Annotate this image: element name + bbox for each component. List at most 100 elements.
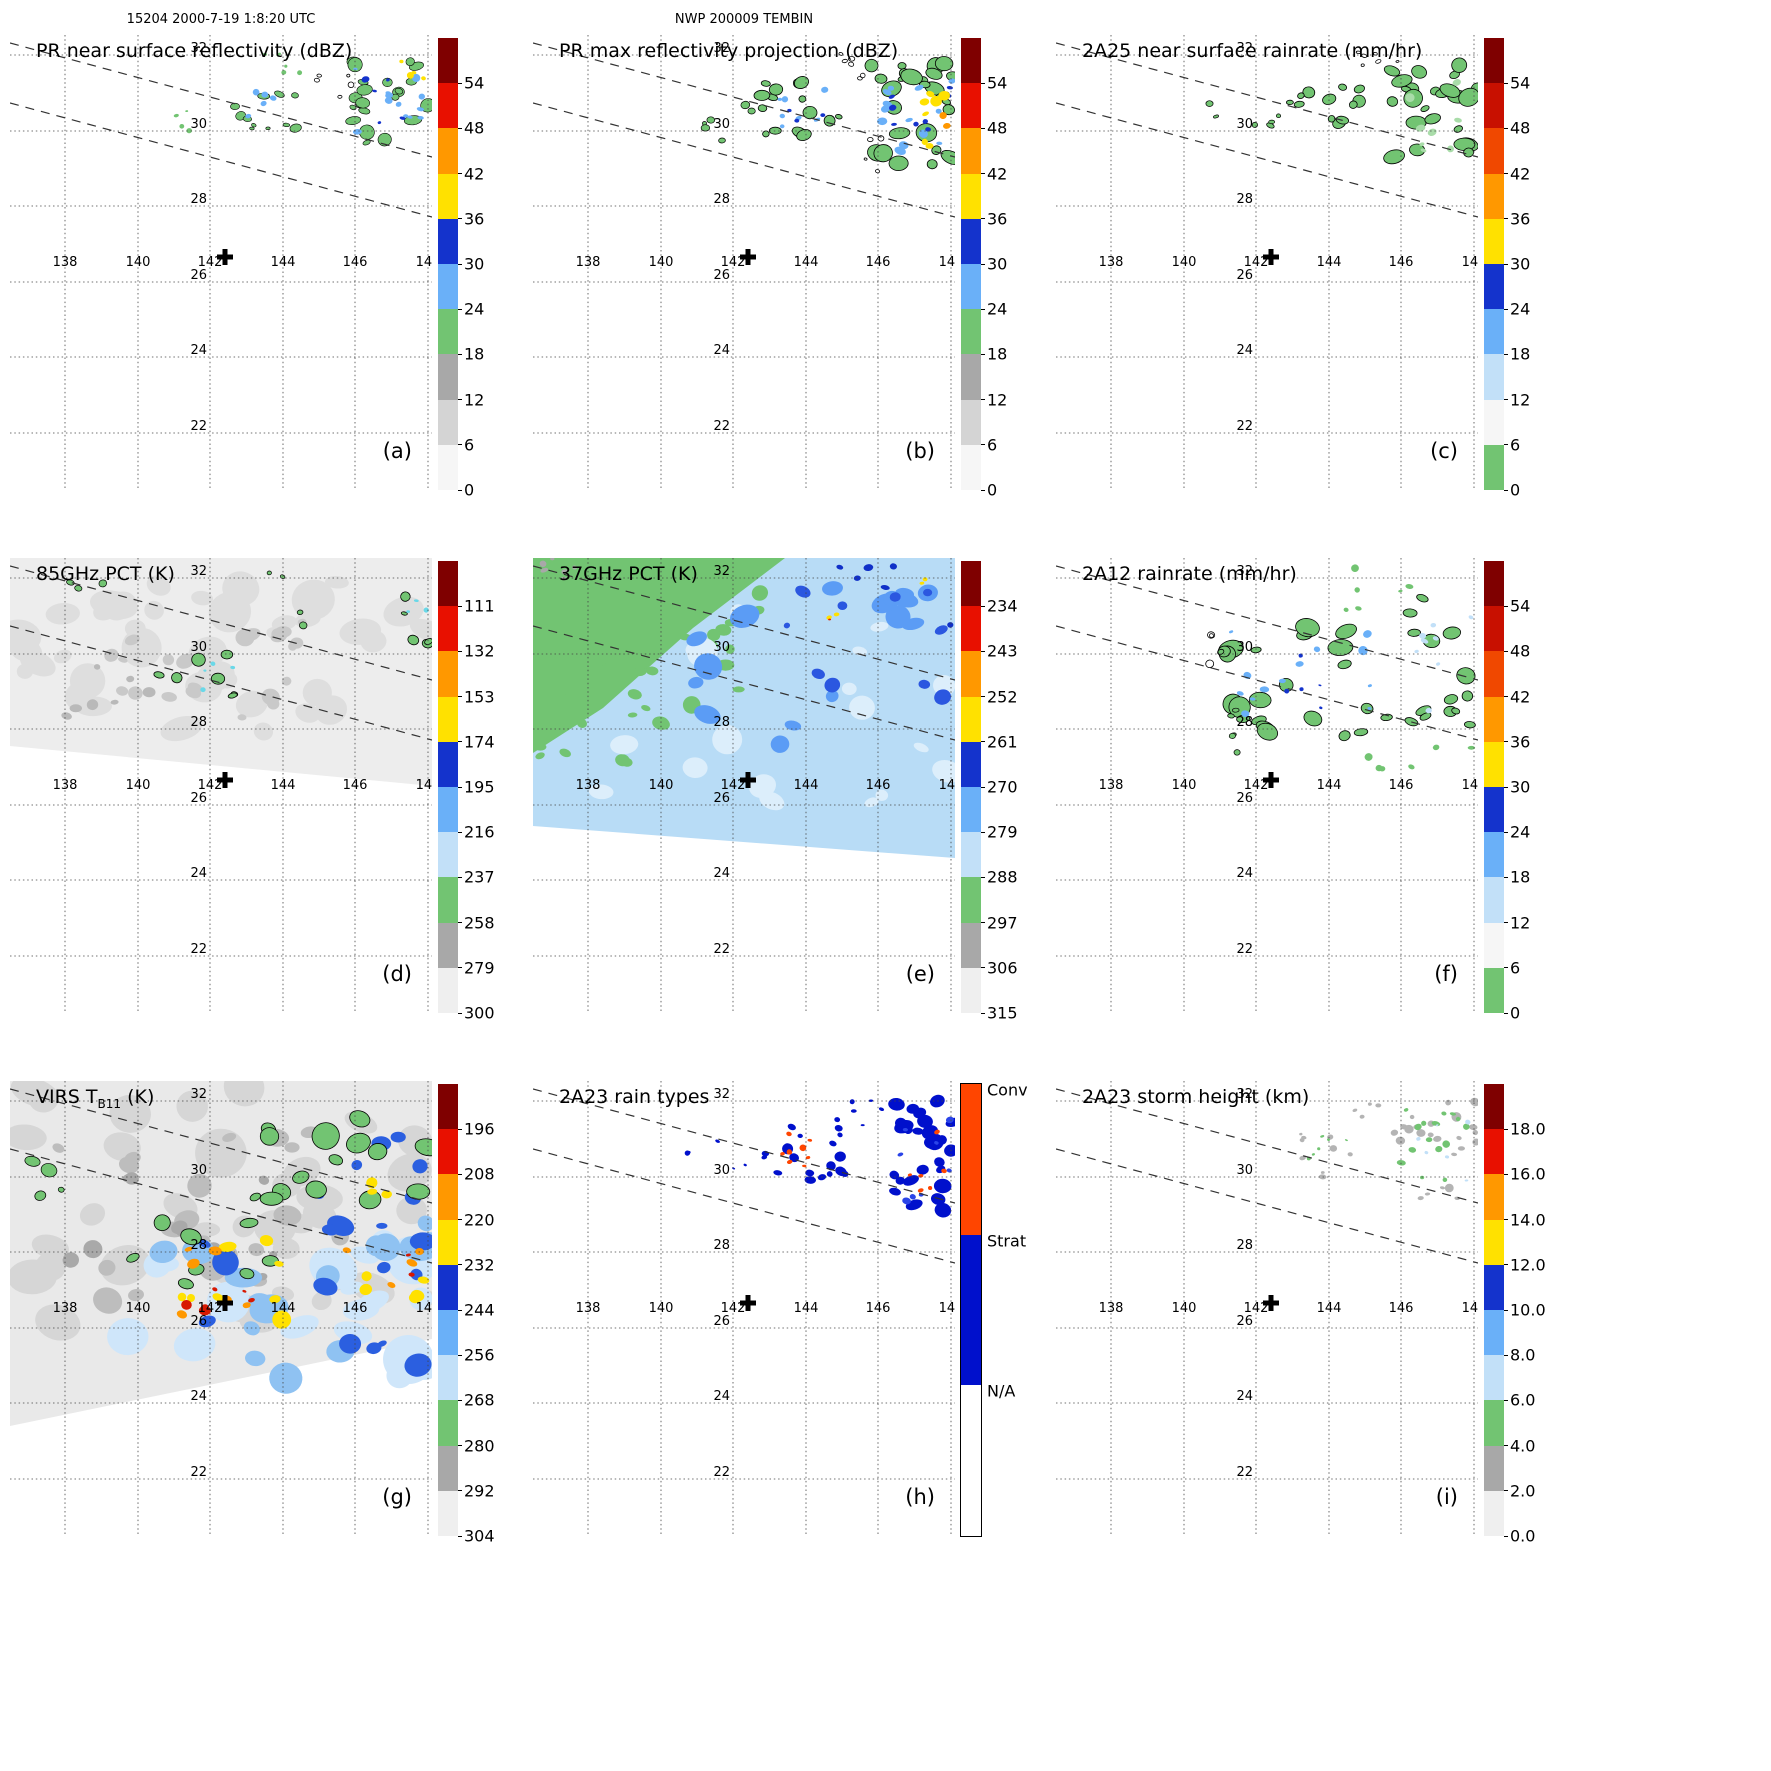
colorbar-segment — [1484, 1129, 1504, 1175]
colorbar-tick-labels: Conv Strat N/A — [987, 1081, 1057, 1536]
colorbar-tick-mark — [458, 1128, 462, 1130]
map-raster: 138 140 142 144 146 148 32 30 28 26 24 22 — [1056, 558, 1478, 1013]
colorbar-tick-label: 8.0 — [1510, 1345, 1536, 1365]
colorbar-segment — [1484, 83, 1504, 129]
colorbar-tick-mark — [1504, 1445, 1508, 1447]
colorbar-tick-label: 12 — [1510, 390, 1531, 410]
svg-text:142: 142 — [198, 255, 223, 270]
svg-text:32: 32 — [713, 41, 730, 56]
colorbar-tick-mark — [1504, 1173, 1508, 1175]
colorbar-segment — [1484, 309, 1504, 355]
colorbar-segment — [961, 967, 981, 1014]
colorbar-tick-mark — [1504, 741, 1508, 743]
colorbar-tick-mark — [458, 1354, 462, 1356]
svg-text:144: 144 — [1317, 1301, 1342, 1316]
colorbar-segment — [1484, 651, 1504, 698]
swath-edge-lines — [533, 42, 955, 218]
gridlines — [1056, 558, 1478, 1013]
svg-text:22: 22 — [190, 419, 207, 434]
colorbar-segment — [1484, 1264, 1504, 1311]
colorbar-tick-mark — [458, 696, 462, 698]
svg-text:140: 140 — [126, 1301, 151, 1316]
panel-letter-label: (f) — [1434, 962, 1458, 986]
colorbar-tick-labels: 196 208 220 232 244 256 268 280 292 304 — [464, 1084, 534, 1546]
gridlines — [1056, 35, 1478, 490]
colorbar-category-label: N/A — [987, 1381, 1016, 1401]
colorbar-segment — [438, 1355, 458, 1401]
svg-text:144: 144 — [271, 778, 296, 793]
map-plot-area: 138 140 142 144 146 148 32 30 28 26 24 22 2A23 rain… — [533, 1081, 955, 1536]
colorbar-segment — [438, 1400, 458, 1447]
svg-text:26: 26 — [1236, 791, 1253, 806]
colorbar-tick-mark — [981, 605, 985, 607]
panel-letter-label: (h) — [905, 1485, 935, 1509]
svg-text:138: 138 — [1099, 778, 1124, 793]
panel-title: 2A23 rain types — [559, 1086, 710, 1108]
colorbar-category-label: Strat — [987, 1231, 1027, 1251]
svg-text:140: 140 — [649, 778, 674, 793]
panel-letter-label: (a) — [382, 439, 412, 463]
gridlines — [10, 35, 432, 490]
colorbar-segment — [961, 264, 981, 310]
map-raster: 138 140 142 144 146 148 32 30 28 26 24 22 — [10, 558, 432, 1013]
svg-text:32: 32 — [1236, 41, 1253, 56]
colorbar-segment — [1484, 741, 1504, 788]
storm-center-cross — [217, 249, 233, 265]
colorbar — [961, 38, 985, 491]
swath-edge-lines — [10, 42, 432, 218]
svg-text:144: 144 — [794, 1301, 819, 1316]
panel-f: 138 140 142 144 146 148 32 30 28 26 24 22 2A12 rain… — [1056, 558, 1586, 1028]
colorbar-tick-label: 4.0 — [1510, 1436, 1536, 1456]
colorbar-tick-mark — [458, 1445, 462, 1447]
colorbar-tick-label: 30 — [1510, 254, 1531, 274]
svg-text:26: 26 — [190, 268, 207, 283]
storm-name-header: NWP 200009 TEMBIN — [674, 12, 814, 27]
svg-text:144: 144 — [1317, 255, 1342, 270]
colorbar-segment — [961, 741, 981, 788]
svg-text:22: 22 — [190, 942, 207, 957]
svg-text:24: 24 — [190, 343, 207, 358]
colorbar-tick-label: 132 — [464, 641, 495, 661]
storm-center-cross — [217, 1295, 233, 1311]
colorbar-tick-label: 30 — [987, 254, 1008, 274]
colorbar-segment — [961, 218, 981, 265]
colorbar-segment — [961, 1084, 981, 1235]
swath-edge-lines — [1056, 42, 1478, 218]
svg-text:146: 146 — [1389, 1301, 1414, 1316]
svg-text:28: 28 — [1236, 1238, 1253, 1253]
colorbar-segment — [961, 399, 981, 446]
svg-text:142: 142 — [1244, 255, 1269, 270]
colorbar-segment — [961, 832, 981, 878]
colorbar-tick-label: 48 — [1510, 641, 1531, 661]
colorbar-tick-label: 174 — [464, 732, 495, 752]
svg-text:148: 148 — [416, 255, 432, 270]
colorbar-segment — [1484, 399, 1504, 446]
colorbar-tick-mark — [1504, 967, 1508, 969]
colorbar-tick-label: 18 — [1510, 344, 1531, 364]
svg-text:26: 26 — [190, 791, 207, 806]
colorbar-segment — [438, 787, 458, 833]
colorbar-segment — [1484, 1445, 1504, 1492]
colorbar-tick-labels: 54 48 42 36 30 24 18 12 6 0 — [987, 38, 1057, 500]
colorbar-tick-label: 243 — [987, 641, 1018, 661]
panel-letter-label: (e) — [905, 962, 935, 986]
colorbar-tick-label: 2.0 — [1510, 1481, 1536, 1501]
swath-edge-lines — [533, 565, 955, 741]
storm-center-cross — [740, 1295, 756, 1311]
panel-title: PR near surface reflectivity (dBZ) — [36, 40, 353, 62]
colorbar-segment — [1484, 444, 1504, 491]
panel-title: 2A25 near surface rainrate (mm/hr) — [1082, 40, 1423, 62]
colorbar-segment — [438, 922, 458, 969]
colorbar-tick-label: 30 — [1510, 777, 1531, 797]
colorbar-tick-mark — [1504, 1219, 1508, 1221]
colorbar-tick-mark — [981, 127, 985, 129]
swath-edge-lines — [10, 565, 432, 741]
colorbar-segment — [1484, 354, 1504, 401]
axis-labels: 138 140 142 144 146 148 32 30 28 26 24 22 — [1099, 564, 1478, 957]
colorbar-tick-labels: 54 48 42 36 30 24 18 12 6 0 — [464, 38, 534, 500]
svg-text:24: 24 — [713, 866, 730, 881]
colorbar-tick-label: 48 — [987, 118, 1008, 138]
colorbar-segment — [961, 128, 981, 175]
svg-text:30: 30 — [190, 640, 207, 655]
colorbar-tick-mark — [1504, 308, 1508, 310]
